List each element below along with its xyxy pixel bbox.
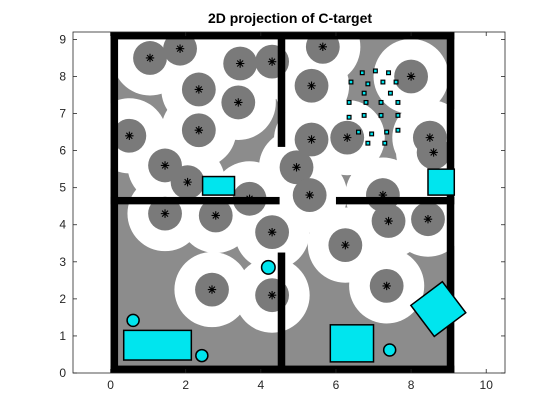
x-tick-label: 6 [333,378,340,392]
small-obstacle [378,112,384,118]
obstacle-layer [122,68,467,363]
small-obstacle [365,140,371,146]
circle-obstacle [260,259,276,275]
small-obstacle [382,140,388,146]
y-tick-label: 3 [59,255,66,269]
wall-segment [277,252,286,373]
small-obstacle [395,99,401,105]
small-obstacle [348,79,354,85]
small-obstacle [372,68,378,74]
target-marker [175,44,185,53]
target-marker [194,85,204,94]
target-marker [234,98,243,107]
target-marker [211,211,220,220]
x-tick-label: 10 [480,378,494,392]
axes-frame [72,31,506,374]
target-marker [160,161,170,170]
y-tick-label: 7 [59,107,66,121]
y-tick-label: 6 [59,144,66,158]
chart-title: 2D projection of C-target [208,10,372,26]
y-tick-label: 9 [59,32,66,46]
target-marker [318,42,328,52]
target-marker [384,216,393,226]
target-marker [343,133,352,142]
small-obstacle [369,131,375,137]
rect-obstacle [409,280,467,338]
y-tick-label: 0 [59,366,66,380]
circle-obstacle [126,313,140,328]
target-marker [307,81,316,90]
target-marker [267,57,277,66]
small-obstacle [380,79,386,85]
small-obstacle [361,112,367,118]
y-tick-label: 2 [59,292,66,306]
marker-layer [125,42,438,300]
target-marker [341,240,350,250]
circle-obstacle [195,348,209,363]
wall-segment [335,196,455,205]
small-obstacle [361,90,367,96]
small-obstacle [384,129,390,135]
target-marker [267,227,277,237]
plot-area [91,32,472,373]
x-axis-ticks: 0 2 4 6 8 10 [107,32,493,392]
target-marker [125,131,134,140]
wall-layer [110,32,455,373]
rect-obstacle [122,329,193,361]
small-obstacle [378,99,384,105]
rect-obstacle [201,175,236,196]
wall-segment [110,196,280,205]
target-marker [382,281,391,291]
x-tick-label: 0 [107,378,114,392]
target-marker [183,177,192,187]
target-marker [145,53,155,63]
small-obstacle [387,90,393,96]
target-marker [406,72,416,81]
circle-obstacle [382,343,397,357]
small-obstacle [359,70,365,76]
target-marker [378,190,388,200]
small-obstacle [346,114,352,120]
small-obstacle [363,99,369,105]
y-tick-label: 5 [59,181,66,195]
target-marker [194,126,204,135]
x-tick-label: 4 [257,378,264,392]
target-marker [267,290,277,300]
y-tick-label: 1 [59,329,66,343]
target-marker [307,135,316,144]
small-obstacle [386,70,392,76]
target-marker [207,285,217,294]
small-obstacle [393,79,399,85]
small-obstacle [395,127,401,133]
small-obstacle [395,112,401,118]
small-obstacle [365,81,371,87]
y-axis-ticks: 0 1 2 3 4 5 6 7 8 9 [59,32,505,380]
target-marker [245,194,254,203]
small-obstacle [346,99,352,105]
target-marker [423,214,433,224]
y-tick-label: 8 [59,69,66,83]
y-tick-label: 4 [59,218,66,232]
target-marker [235,59,245,68]
target-marker [160,209,170,218]
rect-obstacle [427,168,456,196]
target-marker [425,133,435,142]
small-obstacle [356,129,361,135]
wall-segment [277,32,286,147]
target-marker [292,163,301,172]
target-marker [305,190,314,200]
x-tick-label: 8 [408,378,415,392]
x-tick-label: 2 [182,378,189,392]
target-marker [429,148,438,157]
rect-obstacle [329,324,375,363]
